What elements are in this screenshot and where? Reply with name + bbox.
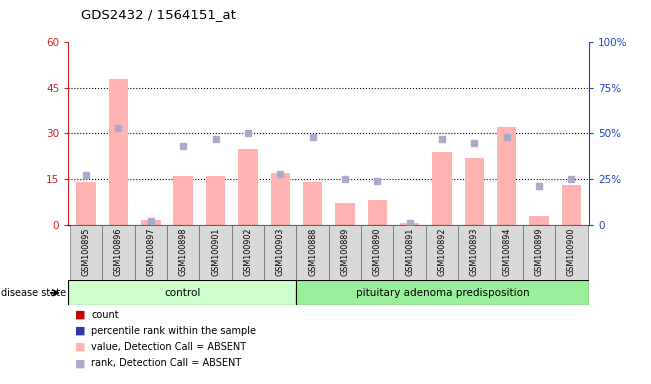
Bar <box>329 225 361 280</box>
Text: ■: ■ <box>75 310 85 320</box>
Text: GDS2432 / 1564151_at: GDS2432 / 1564151_at <box>81 8 236 21</box>
Bar <box>141 220 161 225</box>
Text: value, Detection Call = ABSENT: value, Detection Call = ABSENT <box>91 342 246 352</box>
Bar <box>529 215 549 225</box>
Bar <box>562 185 581 225</box>
Text: GSM100894: GSM100894 <box>502 227 511 276</box>
Bar <box>76 182 96 225</box>
Bar <box>296 225 329 280</box>
Text: GSM100902: GSM100902 <box>243 227 253 276</box>
Bar <box>400 223 419 225</box>
Text: GSM100895: GSM100895 <box>81 227 90 276</box>
Text: GSM100893: GSM100893 <box>470 227 479 276</box>
Text: GSM100897: GSM100897 <box>146 227 156 276</box>
Text: GSM100900: GSM100900 <box>567 227 576 276</box>
Bar <box>232 225 264 280</box>
Bar <box>458 225 490 280</box>
Bar <box>264 225 296 280</box>
Text: GSM100903: GSM100903 <box>276 227 284 276</box>
Text: disease state: disease state <box>1 288 66 298</box>
Text: GSM100896: GSM100896 <box>114 227 123 276</box>
Bar <box>368 200 387 225</box>
Bar <box>426 225 458 280</box>
Bar <box>361 225 393 280</box>
Bar <box>238 149 258 225</box>
Text: ■: ■ <box>75 358 85 368</box>
Bar <box>432 152 452 225</box>
Text: count: count <box>91 310 118 320</box>
Bar <box>167 225 199 280</box>
Bar <box>523 225 555 280</box>
Bar <box>102 225 135 280</box>
Text: percentile rank within the sample: percentile rank within the sample <box>91 326 256 336</box>
Bar <box>109 79 128 225</box>
Bar <box>303 182 322 225</box>
Text: ■: ■ <box>75 326 85 336</box>
Text: GSM100890: GSM100890 <box>373 227 381 276</box>
Bar <box>555 225 588 280</box>
Text: GSM100891: GSM100891 <box>405 227 414 276</box>
Bar <box>206 176 225 225</box>
Bar <box>135 225 167 280</box>
Bar <box>393 225 426 280</box>
Bar <box>497 127 516 225</box>
Bar <box>335 204 355 225</box>
Text: pituitary adenoma predisposition: pituitary adenoma predisposition <box>356 288 529 298</box>
Bar <box>296 280 589 305</box>
Text: GSM100889: GSM100889 <box>340 227 350 276</box>
Text: GSM100888: GSM100888 <box>308 227 317 276</box>
Bar <box>70 225 102 280</box>
Bar <box>490 225 523 280</box>
Text: rank, Detection Call = ABSENT: rank, Detection Call = ABSENT <box>91 358 242 368</box>
Bar <box>199 225 232 280</box>
Text: GSM100899: GSM100899 <box>534 227 544 276</box>
Text: GSM100898: GSM100898 <box>178 227 187 276</box>
Bar <box>68 280 296 305</box>
Text: GSM100892: GSM100892 <box>437 227 447 276</box>
Bar <box>271 173 290 225</box>
Text: ■: ■ <box>75 342 85 352</box>
Bar <box>173 176 193 225</box>
Bar <box>465 158 484 225</box>
Text: control: control <box>164 288 201 298</box>
Text: GSM100901: GSM100901 <box>211 227 220 276</box>
